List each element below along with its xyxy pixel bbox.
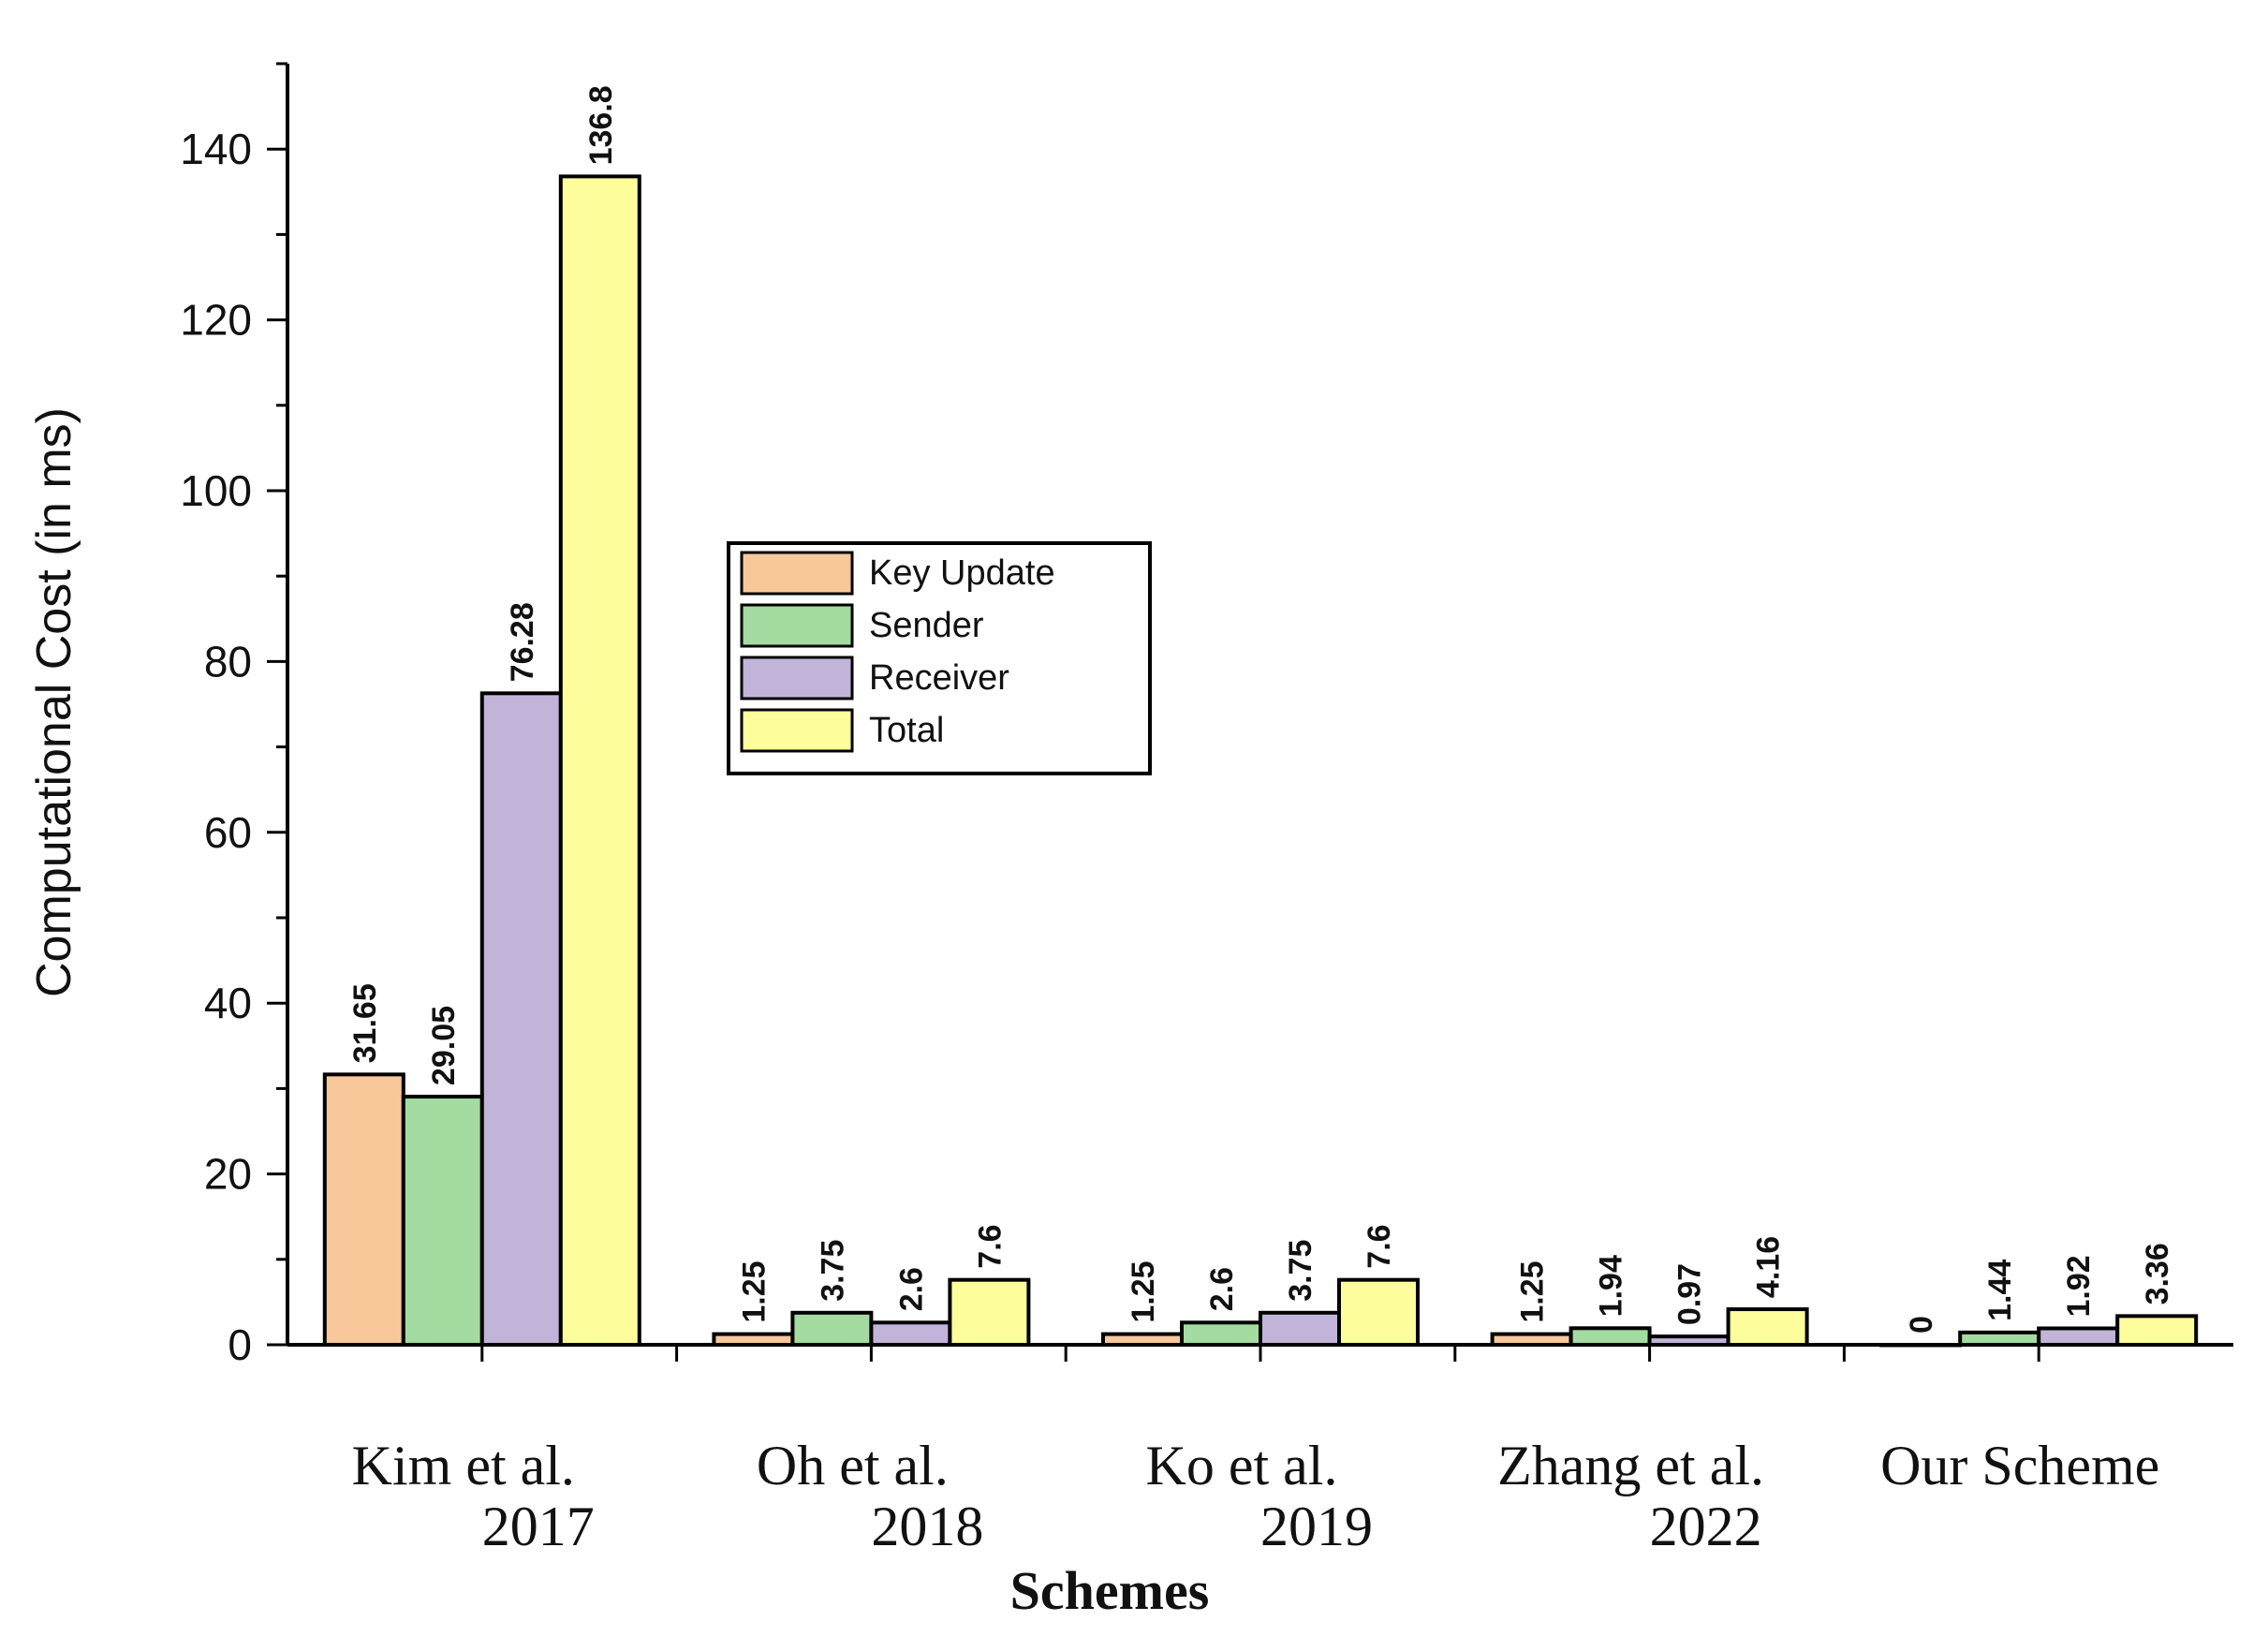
data-label: 76.28: [505, 602, 540, 682]
legend-label: Key Update: [869, 553, 1055, 593]
data-label: 4.16: [1751, 1236, 1787, 1298]
data-label: 2.6: [893, 1267, 929, 1311]
category-label: Oh et al.: [757, 1435, 949, 1496]
legend-label: Sender: [869, 606, 984, 645]
y-axis-title: Computational Cost (in ms): [27, 407, 81, 997]
x-axis-title: Schemes: [1010, 1560, 1210, 1621]
category-label: Kim et al.: [352, 1435, 575, 1496]
category-labels: Kim et al.2017 Oh et al.2018 Ko et al.2019…: [352, 1435, 2160, 1557]
data-label: 2.6: [1204, 1267, 1240, 1311]
bar-receiver: [869, 1320, 952, 1347]
legend-label: Total: [869, 711, 944, 750]
data-label: 3.75: [815, 1240, 850, 1302]
data-label: 3.75: [1283, 1240, 1318, 1302]
y-tick-label: 0: [228, 1320, 252, 1369]
y-tick-label: 20: [204, 1150, 252, 1199]
bar-receiver: [1259, 1310, 1341, 1348]
bar-sender: [1180, 1320, 1262, 1347]
bar-sender: [790, 1310, 874, 1348]
bar-key-update: [1101, 1332, 1184, 1347]
y-tick-label: 60: [204, 808, 252, 857]
bar-total: [2115, 1314, 2199, 1348]
y-tick-label: 40: [204, 979, 252, 1027]
bars: [322, 174, 2199, 1348]
data-label: 1.25: [736, 1260, 772, 1322]
bar-total: [1726, 1307, 1809, 1347]
y-tick-label: 100: [180, 466, 252, 515]
bar-sender: [1958, 1330, 2041, 1347]
y-tick-label: 140: [180, 125, 252, 173]
category-year-label: 2022: [1650, 1496, 1762, 1557]
data-label: 1.25: [1126, 1260, 1161, 1322]
data-label: 7.6: [972, 1224, 1008, 1268]
data-label: 31.65: [347, 983, 383, 1063]
data-label: 1.94: [1594, 1255, 1629, 1317]
data-label: 136.8: [583, 85, 619, 165]
bar-key-update: [712, 1332, 795, 1347]
data-label: 29.05: [426, 1006, 462, 1085]
legend-swatch: [740, 708, 854, 753]
data-label: 1.92: [2061, 1255, 2097, 1317]
category-year-label: 2019: [1260, 1496, 1373, 1557]
bar-sender: [401, 1095, 484, 1347]
bar-total: [1337, 1277, 1420, 1347]
bar-receiver: [1647, 1334, 1730, 1347]
data-label: 1.25: [1515, 1260, 1551, 1322]
legend-swatch: [740, 603, 854, 648]
bar-receiver: [2037, 1326, 2120, 1348]
data-label: 1.44: [1982, 1260, 2018, 1321]
legend-label: Receiver: [869, 658, 1009, 698]
bar-receiver: [479, 691, 563, 1347]
category-label: Zhang et al.: [1497, 1435, 1764, 1496]
legend-swatch: [740, 656, 854, 700]
bar-key-update: [1490, 1332, 1573, 1347]
bar-key-update: [1879, 1343, 1963, 1348]
data-labels: 31.65 29.05 76.28 136.8 1.25 3.75 2.6 7.6 1.25 2.…: [347, 85, 2175, 1334]
legend: Key Update Sender Receiver Total: [727, 541, 1152, 775]
category-year-label: 2017: [482, 1496, 595, 1557]
data-label: 7.6: [1362, 1224, 1397, 1268]
bar-total: [558, 174, 641, 1347]
bar-sender: [1568, 1326, 1652, 1348]
data-label: 3.36: [2140, 1243, 2175, 1304]
legend-swatch: [740, 551, 854, 596]
data-label: 0.97: [1672, 1263, 1708, 1325]
category-label: Our Scheme: [1880, 1435, 2159, 1496]
bar-total: [948, 1277, 1031, 1347]
category-label: Ko et al.: [1146, 1435, 1338, 1496]
y-tick-label: 120: [180, 296, 252, 345]
category-year-label: 2018: [871, 1496, 983, 1557]
y-tick-label: 80: [204, 637, 252, 685]
data-label: 0: [1904, 1316, 1939, 1334]
bar-key-update: [322, 1072, 405, 1348]
